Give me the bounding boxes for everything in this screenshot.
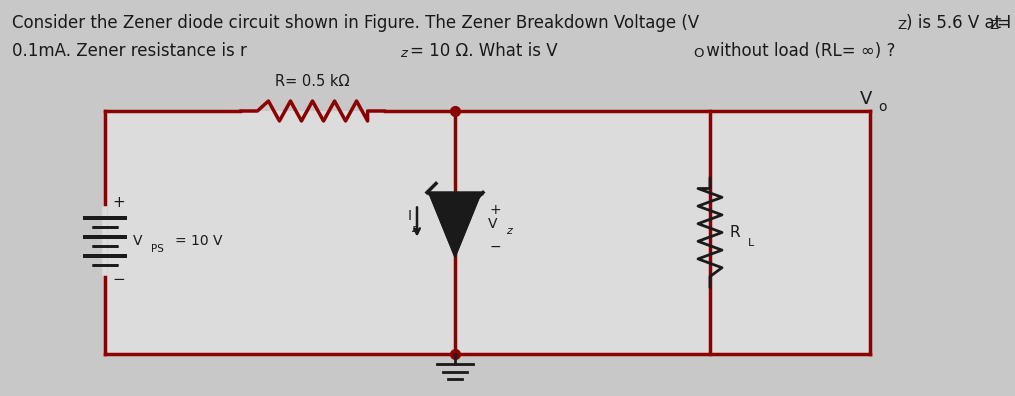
Text: z: z bbox=[411, 223, 417, 234]
Text: Z: Z bbox=[897, 19, 906, 32]
Text: R= 0.5 kΩ: R= 0.5 kΩ bbox=[275, 74, 350, 89]
Text: z: z bbox=[506, 227, 512, 236]
Bar bbox=[105, 111, 870, 354]
Text: V: V bbox=[860, 90, 872, 108]
Text: +: + bbox=[490, 202, 501, 217]
Text: = 10 V: = 10 V bbox=[175, 234, 222, 248]
Text: Z: Z bbox=[990, 19, 999, 32]
Text: ) is 5.6 V at I: ) is 5.6 V at I bbox=[906, 14, 1011, 32]
Text: I: I bbox=[408, 209, 412, 223]
Text: = 10 Ω. What is V: = 10 Ω. What is V bbox=[410, 42, 557, 60]
Text: Consider the Zener diode circuit shown in Figure. The Zener Breakdown Voltage (V: Consider the Zener diode circuit shown i… bbox=[12, 14, 699, 32]
Text: =: = bbox=[996, 14, 1010, 32]
Text: −: − bbox=[490, 240, 501, 253]
Text: +: + bbox=[112, 196, 125, 211]
Text: V: V bbox=[133, 234, 142, 248]
Text: R: R bbox=[730, 225, 741, 240]
Text: z: z bbox=[400, 47, 407, 60]
Text: −: − bbox=[112, 272, 125, 286]
Text: without load (RL= ∞) ?: without load (RL= ∞) ? bbox=[701, 42, 895, 60]
Text: V: V bbox=[488, 217, 497, 232]
Text: PS: PS bbox=[150, 244, 163, 253]
Polygon shape bbox=[429, 192, 481, 257]
Text: O: O bbox=[693, 47, 704, 60]
Text: o: o bbox=[878, 100, 886, 114]
Text: 0.1mA. Zener resistance is r: 0.1mA. Zener resistance is r bbox=[12, 42, 247, 60]
Text: L: L bbox=[748, 238, 754, 248]
